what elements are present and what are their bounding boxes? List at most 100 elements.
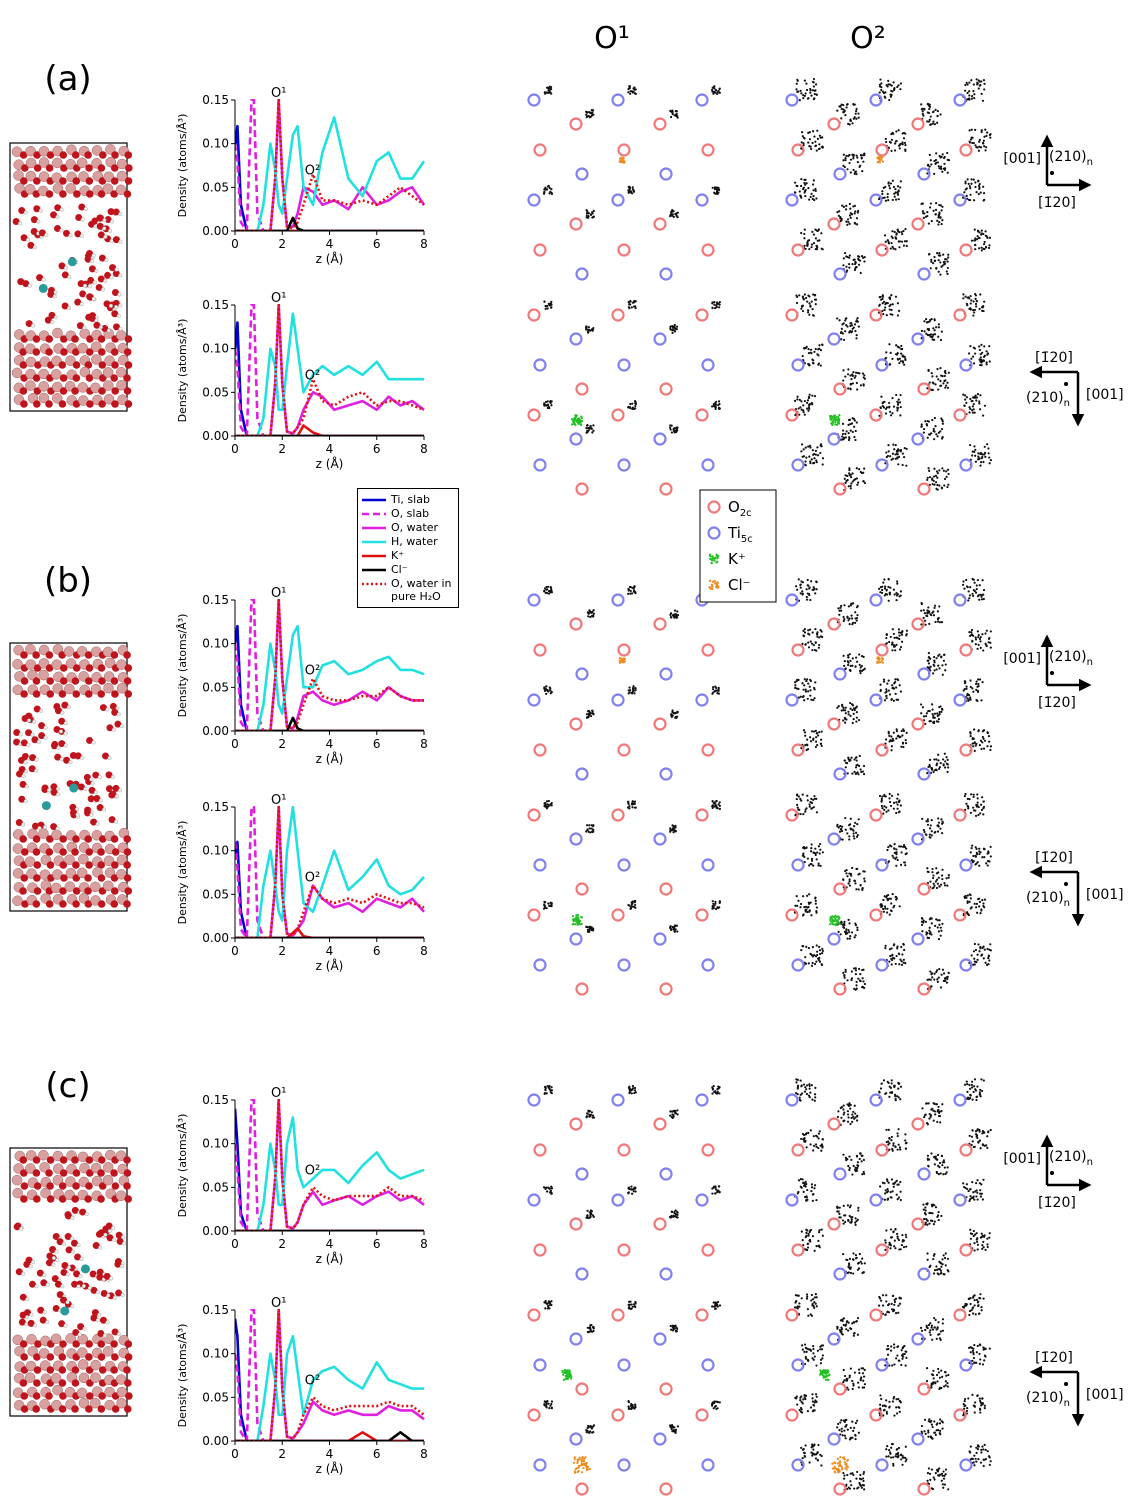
- trajectory: [592, 824, 594, 826]
- atom: [98, 164, 106, 172]
- trajectory: [947, 159, 949, 161]
- trajectory: [933, 428, 935, 430]
- site: [955, 95, 966, 106]
- atom: [91, 782, 95, 786]
- trajectory: [966, 92, 968, 94]
- trajectory: [806, 402, 808, 404]
- site: [787, 695, 798, 706]
- trajectory: [676, 616, 678, 618]
- atom: [103, 381, 113, 391]
- trajectory: [931, 972, 933, 974]
- trajectory: [926, 211, 928, 213]
- atom: [106, 1320, 110, 1324]
- trajectory: [628, 805, 630, 807]
- trajectory: [630, 907, 632, 909]
- atom: [76, 813, 80, 817]
- trajectory: [933, 475, 935, 477]
- trajectory: [858, 653, 860, 655]
- trajectory: [936, 122, 938, 124]
- trajectory: [926, 609, 928, 611]
- trajectory: [855, 984, 857, 986]
- trajectory: [976, 82, 978, 84]
- trajectory: [855, 430, 857, 432]
- trajectory: [976, 903, 978, 905]
- trajectory: [970, 735, 972, 737]
- site: [619, 645, 630, 656]
- atom: [67, 1266, 71, 1270]
- atom: [47, 788, 51, 792]
- trajectory: [623, 160, 625, 162]
- trajectory: [900, 82, 902, 84]
- atom: [37, 740, 41, 744]
- site: [535, 245, 546, 256]
- trajectory: [841, 705, 843, 707]
- trajectory: [964, 296, 966, 298]
- trajectory: [897, 735, 899, 737]
- site: [661, 769, 672, 780]
- site: [529, 195, 540, 206]
- trajectory: [930, 259, 932, 261]
- atom: [95, 319, 99, 323]
- trajectory: [962, 580, 964, 582]
- site: [835, 269, 846, 280]
- trajectory: [810, 850, 812, 852]
- trajectory: [676, 429, 678, 431]
- atom: [72, 1379, 80, 1387]
- trajectory: [975, 906, 977, 908]
- trajectory: [940, 655, 942, 657]
- atom: [52, 1256, 56, 1260]
- atom: [58, 361, 66, 369]
- atom: [71, 1405, 79, 1413]
- trajectory: [820, 349, 822, 351]
- trajectory: [920, 623, 922, 625]
- trajectory: [886, 908, 888, 910]
- trajectory: [882, 160, 884, 162]
- trajectory: [947, 763, 949, 765]
- trajectory: [842, 879, 844, 881]
- trajectory: [976, 805, 978, 807]
- trajectory: [981, 598, 983, 600]
- trajectory: [798, 294, 800, 296]
- trajectory: [928, 662, 930, 664]
- trajectory: [932, 715, 934, 717]
- trajectory: [854, 210, 856, 212]
- trajectory: [718, 88, 720, 90]
- trajectory: [971, 845, 973, 847]
- trajectory: [887, 80, 889, 82]
- trajectory: [893, 646, 895, 648]
- trajectory: [982, 807, 984, 809]
- trajectory: [848, 873, 850, 875]
- trajectory: [897, 314, 899, 316]
- trajectory: [896, 407, 898, 409]
- trajectory: [947, 172, 949, 174]
- trajectory: [800, 232, 802, 234]
- site: [535, 860, 546, 871]
- trajectory: [845, 155, 847, 157]
- trajectory: [856, 223, 858, 225]
- trajectory: [903, 364, 905, 366]
- atom: [112, 1238, 116, 1242]
- trajectory: [838, 215, 840, 217]
- trajectory: [576, 414, 578, 416]
- site: [871, 695, 882, 706]
- site: [535, 960, 546, 971]
- trajectory: [929, 206, 931, 208]
- trajectory: [547, 806, 549, 808]
- trajectory: [852, 205, 854, 207]
- ion: [42, 801, 51, 810]
- trajectory: [812, 946, 814, 948]
- trajectory: [845, 205, 847, 207]
- trajectory: [980, 699, 982, 701]
- trajectory: [850, 159, 852, 161]
- trajectory: [937, 754, 939, 756]
- trajectory: [629, 188, 631, 190]
- atom: [64, 266, 68, 270]
- atom: [28, 284, 32, 288]
- trajectory: [934, 925, 936, 927]
- trajectory: [855, 832, 857, 834]
- trajectory: [577, 419, 579, 421]
- atom: [123, 651, 131, 659]
- trajectory: [892, 893, 894, 895]
- site: [661, 669, 672, 680]
- trajectory: [937, 378, 939, 380]
